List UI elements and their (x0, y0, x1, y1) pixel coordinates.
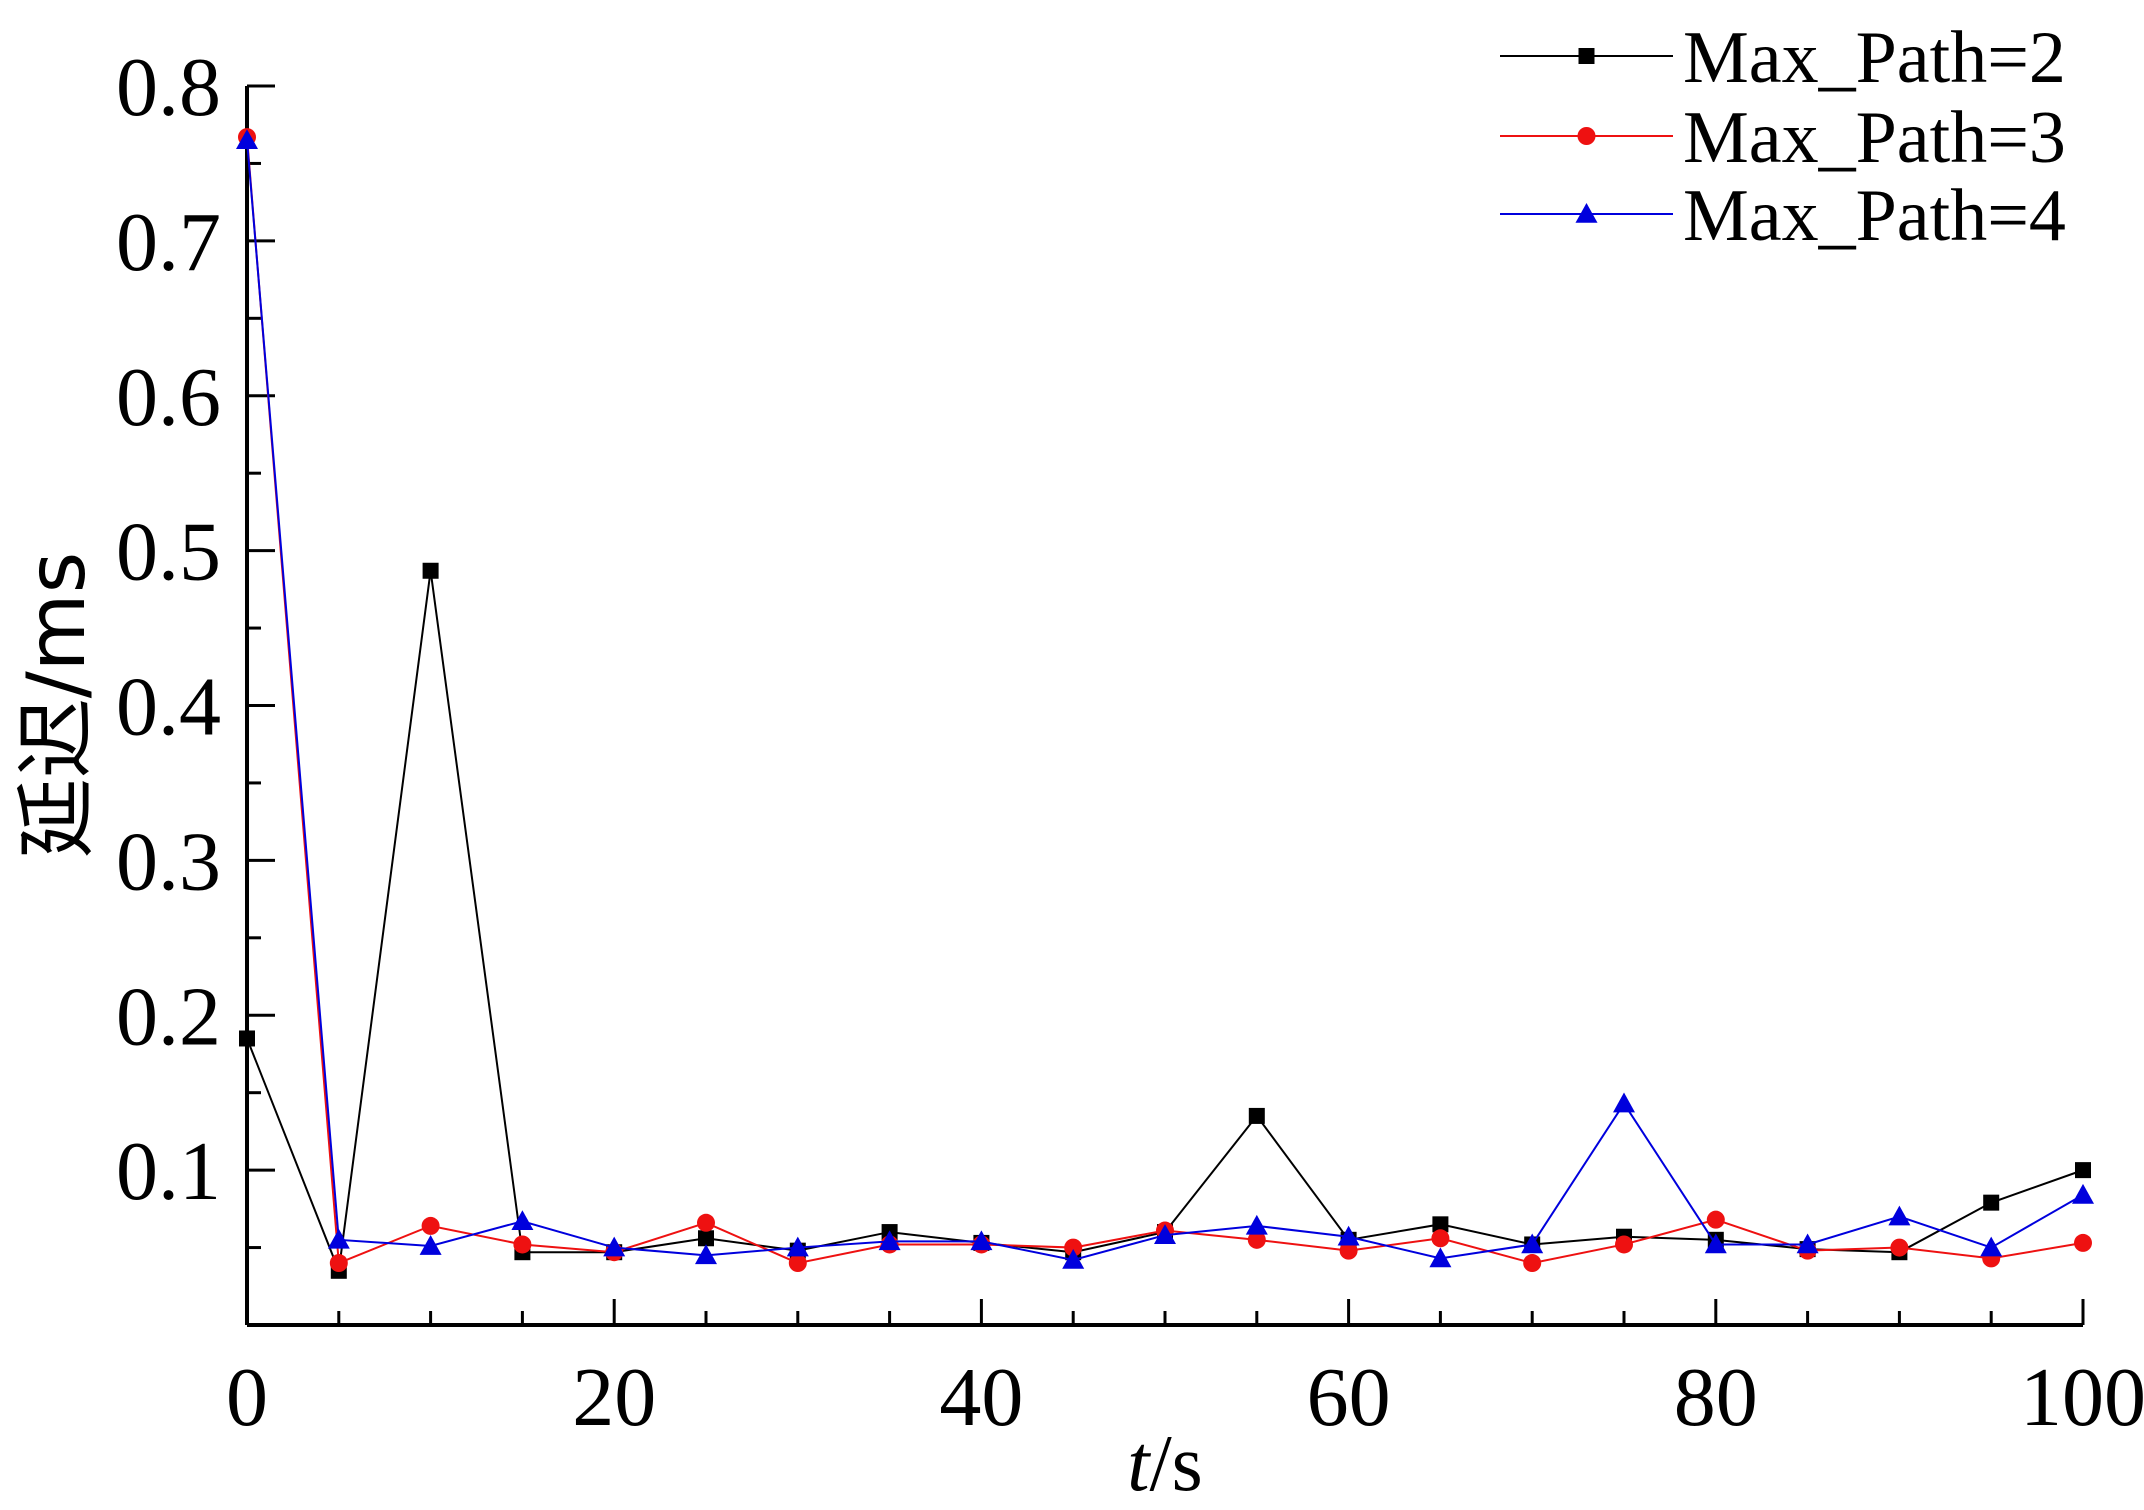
data-point (327, 1228, 350, 1249)
data-point (697, 1213, 715, 1232)
axes-layer: 0 20 40 60 80 100 0.1 0.2 0.3 0.4 0.5 0.6 0.7 0.8 (116, 41, 2144, 1444)
legend-label: Max_Path=2 (1683, 17, 2066, 99)
y-axis-title: 延迟/ms (10, 552, 103, 859)
data-point (788, 1254, 807, 1273)
y-tick-label: 0.1 (116, 1125, 221, 1218)
data-point (786, 1236, 809, 1257)
x-axis-title: t/s (1127, 1420, 1203, 1505)
series-3 (236, 129, 2094, 1269)
data-point (1064, 1238, 1083, 1257)
series-line (246, 570, 2084, 1275)
x-tick-label: 80 (1674, 1351, 1758, 1444)
data-point (878, 1230, 901, 1251)
data-point (419, 1235, 442, 1255)
data-point (1154, 1224, 1176, 1244)
legend-entry: Max_Path=3 (1500, 97, 2066, 179)
data-point (603, 1236, 626, 1257)
data-point (421, 1216, 440, 1235)
data-point (1890, 1238, 1909, 1257)
data-point (1248, 1107, 1265, 1124)
data-point (1615, 1235, 1633, 1254)
y-tick-label: 0.8 (116, 41, 221, 134)
data-point (1704, 1233, 1727, 1254)
data-point (1521, 1233, 1544, 1254)
data-point (970, 1230, 993, 1251)
data-point (695, 1244, 717, 1265)
y-tick-label: 0.4 (116, 661, 221, 754)
data-point (1613, 1092, 1635, 1113)
data-point (422, 562, 439, 579)
x-tick-label: 40 (939, 1351, 1023, 1444)
x-tick-label: 20 (572, 1351, 656, 1444)
data-point (1429, 1247, 1452, 1268)
x-axis-title-unit: /s (1149, 1420, 1202, 1505)
data-point (236, 129, 258, 150)
series-2 (238, 128, 2092, 1273)
series-1 (239, 562, 2091, 1279)
legend-marker (1577, 127, 1596, 145)
data-point (1432, 1216, 1449, 1233)
legend-entry: Max_Path=2 (1500, 17, 2066, 99)
x-tick-label: 100 (2020, 1351, 2144, 1444)
data-point (698, 1230, 714, 1247)
x-tick-label: 0 (226, 1351, 268, 1444)
data-point (2074, 1233, 2092, 1252)
legend-marker (1578, 48, 1595, 64)
data-point (1523, 1254, 1542, 1273)
x-axis-title-var: t (1127, 1420, 1151, 1505)
y-tick-label: 0.6 (116, 351, 221, 444)
data-point (513, 1235, 532, 1254)
data-point (1247, 1230, 1266, 1249)
data-point (1796, 1233, 1819, 1254)
axis-labels: t/s 延迟/ms (10, 552, 1203, 1508)
data-point (1339, 1241, 1358, 1260)
data-point (1062, 1248, 1085, 1269)
data-point (1337, 1225, 1360, 1246)
data-point (1245, 1214, 1268, 1235)
y-tick-label: 0.3 (116, 815, 221, 908)
data-point (239, 1030, 255, 1047)
legend-label: Max_Path=3 (1683, 97, 2066, 179)
data-point (2075, 1162, 2091, 1179)
y-tick-label: 0.7 (116, 196, 221, 289)
series-line (246, 137, 2084, 1265)
y-tick-label: 0.2 (116, 970, 221, 1063)
data-point (1888, 1205, 1911, 1226)
x-tick-label: 60 (1307, 1351, 1391, 1444)
series-line (246, 140, 2084, 1261)
y-tick-label: 0.5 (116, 506, 221, 599)
data-point (1983, 1194, 2000, 1211)
data-point (329, 1254, 348, 1273)
legend-entry: Max_Path=4 (1500, 175, 2066, 257)
data-point (2072, 1183, 2094, 1204)
legend-marker (1575, 203, 1598, 223)
data-point (1706, 1210, 1725, 1229)
data-point (511, 1210, 534, 1231)
series-layer (236, 128, 2094, 1279)
data-point (1980, 1236, 2003, 1257)
data-point (1431, 1229, 1450, 1248)
legend-label: Max_Path=4 (1683, 175, 2066, 257)
